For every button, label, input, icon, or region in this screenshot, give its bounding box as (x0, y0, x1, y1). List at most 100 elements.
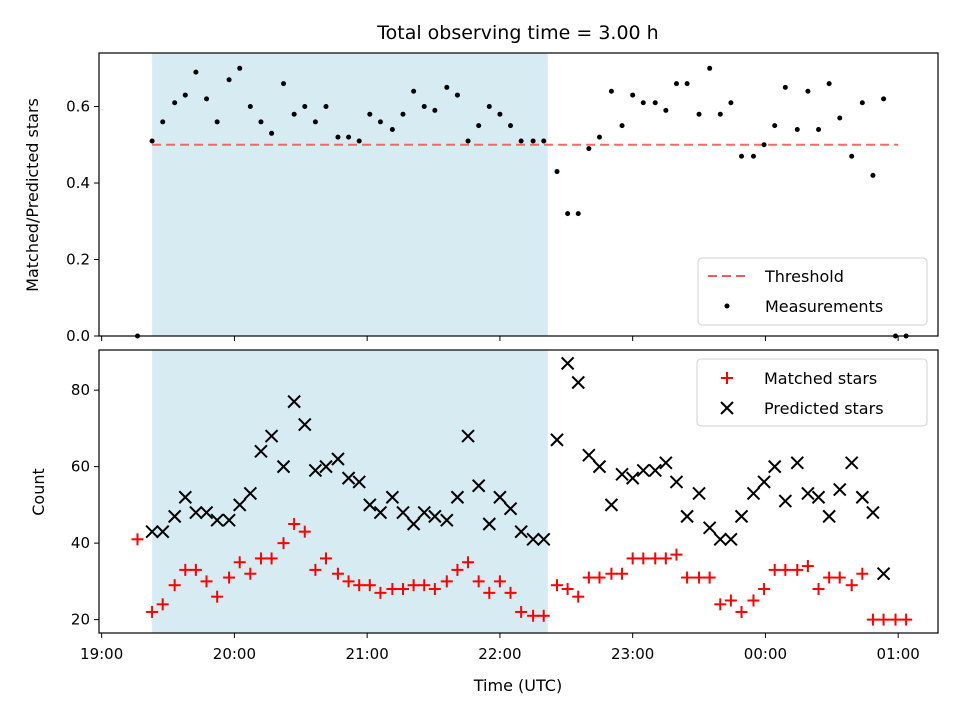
legend-measurements-swatch (724, 303, 730, 309)
measurement-point (269, 130, 275, 136)
predicted-point (319, 459, 333, 474)
matched-point (353, 579, 366, 592)
legend-matched-swatch (721, 372, 733, 384)
matched-point (877, 613, 890, 626)
matched-point (309, 563, 322, 576)
predicted-point (199, 505, 214, 520)
measurement-point (530, 138, 536, 144)
matched-point (462, 556, 475, 569)
measurement-point (193, 69, 199, 75)
legend-predicted-swatch (720, 401, 734, 415)
matched-point (277, 537, 290, 550)
matched-point (363, 579, 376, 592)
matched-point (747, 594, 760, 607)
measurement-point (707, 65, 713, 71)
y-tick-label: 80 (71, 381, 90, 399)
measurement-point (849, 153, 855, 159)
top-y-ticks: 0.0 0.2 0.4 0.6 (66, 98, 99, 345)
matched-point (833, 571, 846, 584)
measurement-point (772, 123, 778, 129)
predicted-point (582, 448, 596, 462)
predicted-point (866, 505, 880, 520)
measurement-point (172, 100, 178, 106)
predicted-point (428, 509, 442, 524)
matched-point (856, 567, 869, 580)
bottom-predicted-series (145, 356, 891, 581)
measurement-point (596, 134, 602, 140)
predicted-point (560, 356, 575, 371)
measurement-point (281, 81, 287, 87)
measurement-point (302, 104, 308, 110)
matched-point (605, 567, 618, 580)
bottom-axes-frame (98, 349, 939, 634)
matched-point (331, 567, 344, 580)
matched-point (735, 605, 748, 618)
x-tick-label: 22:00 (478, 645, 521, 663)
predicted-point (210, 513, 224, 527)
matched-point (298, 525, 311, 538)
measurement-point (794, 126, 800, 132)
predicted-point (276, 459, 291, 474)
matched-point (681, 571, 694, 584)
predicted-point (790, 456, 804, 470)
predicted-point (396, 505, 410, 520)
bottom-x-ticks: 19:00 20:00 21:00 22:00 23:00 00:00 01:00 (80, 633, 920, 663)
predicted-point (145, 524, 159, 539)
legend-predicted-label: Predicted stars (764, 399, 884, 418)
measurement-point (291, 111, 297, 117)
legend-threshold-label: Threshold (764, 267, 844, 286)
matched-point (703, 571, 716, 584)
matched-point (812, 583, 825, 596)
measurement-point (541, 138, 547, 144)
x-tick-label: 21:00 (346, 645, 389, 663)
matched-point (168, 579, 181, 592)
measurement-point (367, 111, 373, 117)
matched-point (768, 563, 781, 576)
matched-point (561, 583, 574, 596)
predicted-point (625, 471, 640, 485)
measurement-point (554, 169, 560, 175)
measurement-point (214, 119, 220, 125)
measurement-point (663, 107, 669, 113)
measurement-point (508, 123, 514, 129)
matched-point (900, 613, 913, 626)
predicted-point (734, 509, 749, 524)
matched-point (616, 567, 629, 580)
predicted-point (550, 433, 564, 447)
x-axis-label: Time (UTC) (473, 676, 562, 695)
matched-point (572, 590, 585, 603)
matched-point (670, 548, 683, 561)
matched-point (418, 579, 431, 592)
predicted-point (471, 479, 486, 493)
y-tick-label: 40 (71, 534, 90, 552)
predicted-point (233, 498, 247, 512)
predicted-point (308, 463, 323, 478)
top-measurements (134, 65, 909, 339)
measurement-point (411, 88, 417, 94)
matched-point (451, 563, 464, 576)
predicted-point (373, 505, 388, 520)
measurement-point (640, 100, 646, 106)
top-shaded-region (152, 53, 548, 336)
predicted-point (768, 459, 782, 474)
measurement-point (182, 92, 188, 98)
measurement-point (497, 111, 503, 117)
matched-point (342, 575, 355, 588)
bottom-legend-box (696, 358, 928, 427)
chart-title: Total observing time = 3.00 h (376, 22, 658, 44)
measurement-point (454, 92, 460, 98)
predicted-point (514, 524, 528, 539)
x-tick-label: 01:00 (877, 645, 920, 663)
matched-point (131, 533, 144, 546)
matched-point (659, 552, 672, 565)
predicted-point (669, 475, 684, 489)
top-legend: Threshold Measurements (697, 257, 928, 326)
matched-point (593, 571, 606, 584)
predicted-point (254, 444, 268, 459)
x-tick-label: 19:00 (80, 645, 123, 663)
matched-point (791, 563, 804, 576)
matched-point (845, 579, 858, 592)
measurement-point (739, 153, 745, 159)
measurement-point (565, 211, 571, 217)
